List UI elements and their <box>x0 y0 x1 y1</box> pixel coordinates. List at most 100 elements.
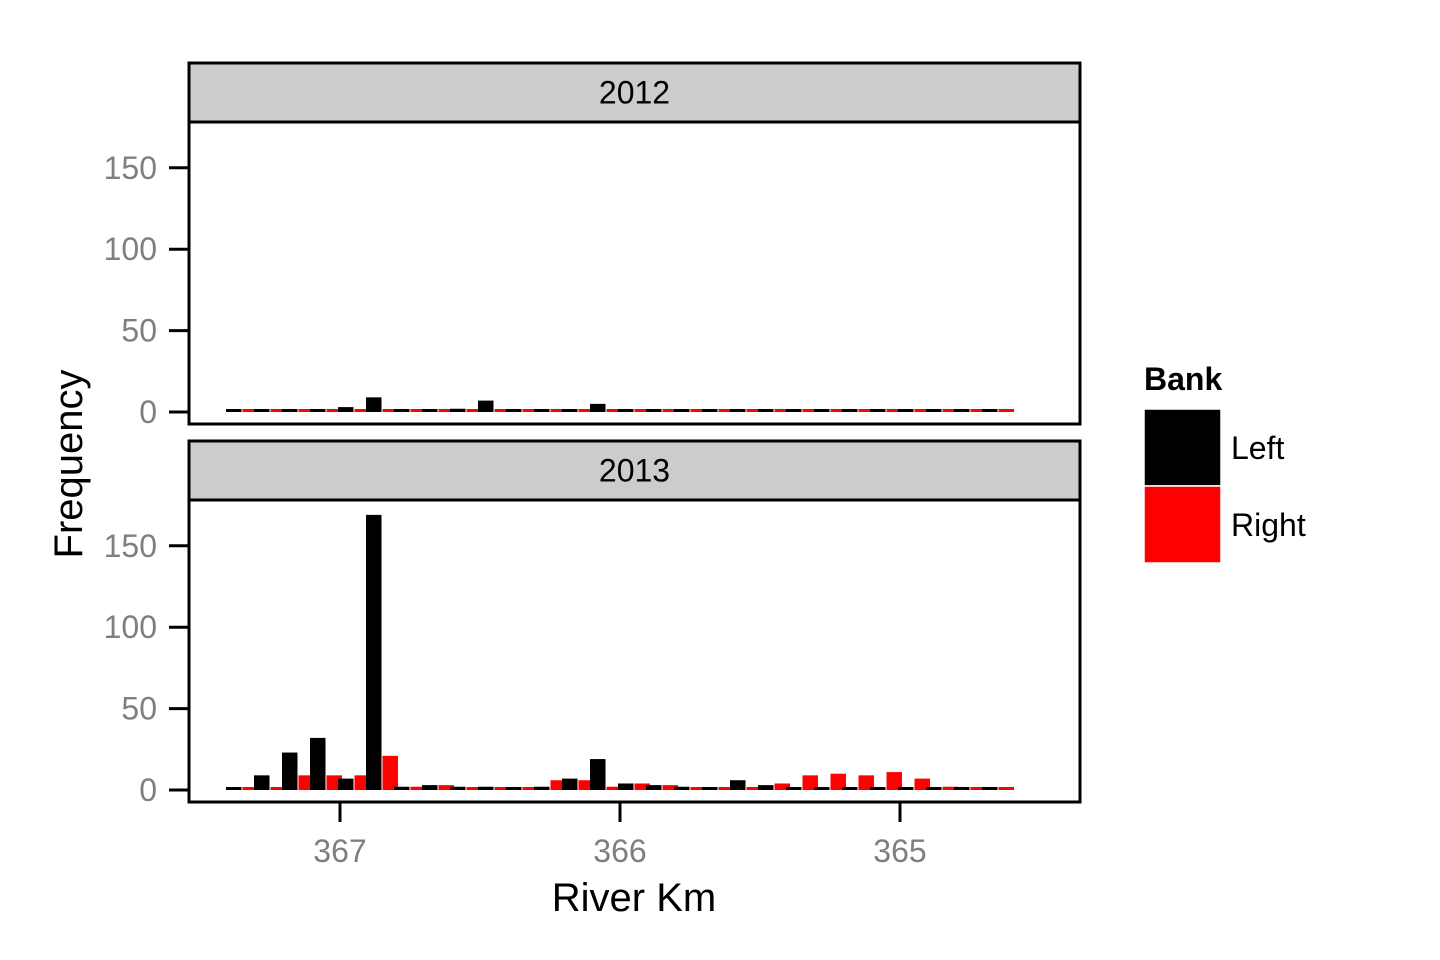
bar-left <box>338 778 354 790</box>
bar-right <box>634 783 650 790</box>
bar-left <box>870 409 886 412</box>
bar-right <box>550 409 566 412</box>
bar-left <box>282 752 298 790</box>
bar-left <box>562 409 578 412</box>
y-tick-label: 0 <box>139 772 157 808</box>
bar-right <box>662 409 678 412</box>
y-axis: 0 50 100 150 <box>104 528 189 808</box>
bar-left <box>534 409 550 412</box>
bar-right <box>326 409 342 412</box>
bar-right <box>494 787 510 790</box>
bar-left <box>702 787 718 790</box>
bar-right <box>466 787 482 790</box>
bar-right <box>522 409 538 412</box>
bar-left <box>450 408 466 412</box>
x-axis-title: River Km <box>552 876 716 920</box>
bar-right <box>774 783 790 790</box>
bar-left <box>310 737 326 790</box>
bar-left <box>730 780 746 790</box>
bar-right <box>606 409 622 412</box>
x-tick-label: 367 <box>313 833 366 869</box>
bar-right <box>242 787 258 790</box>
bar-right <box>550 780 566 790</box>
bar-right <box>466 409 482 412</box>
bar-right <box>858 409 874 412</box>
bar-right <box>354 409 370 412</box>
y-tick-label: 50 <box>121 313 157 349</box>
bars <box>226 514 1014 790</box>
bar-left <box>646 409 662 412</box>
bar-left <box>786 409 802 412</box>
bar-right <box>438 785 454 790</box>
y-tick-label: 0 <box>139 394 157 430</box>
bar-right <box>886 772 902 790</box>
bar-left <box>422 785 438 790</box>
bar-left <box>310 409 326 412</box>
bar-left <box>954 787 970 790</box>
bar-right <box>942 409 958 412</box>
bar-right <box>578 780 594 790</box>
x-tick-label: 366 <box>593 833 646 869</box>
bar-left <box>814 787 830 790</box>
panels: 2012 0 50 100 150 2013 0 50 100 150 <box>104 61 1082 808</box>
bar-left <box>982 409 998 412</box>
bar-right <box>718 409 734 412</box>
legend: Bank Left Right <box>1143 361 1306 564</box>
bar-left <box>758 409 774 412</box>
bar-right <box>746 409 762 412</box>
x-tick-label: 365 <box>873 833 926 869</box>
legend-key-left <box>1143 408 1222 487</box>
bar-left <box>450 786 466 790</box>
bar-left <box>254 775 270 790</box>
bar-left <box>394 786 410 790</box>
bar-left <box>898 787 914 790</box>
facet-strip <box>187 61 1082 124</box>
bar-right <box>970 409 986 412</box>
bar-right <box>914 778 930 790</box>
bar-right <box>886 409 902 412</box>
y-axis-title: Frequency <box>47 370 91 559</box>
bar-left <box>954 409 970 412</box>
legend-label-left: Left <box>1231 430 1284 466</box>
bar-right <box>270 409 286 412</box>
bar-left <box>814 409 830 412</box>
bar-left <box>982 787 998 790</box>
bar-left <box>590 403 606 412</box>
bar-right <box>746 787 762 790</box>
bar-left <box>786 787 802 790</box>
bar-left <box>254 409 270 412</box>
bar-right <box>522 787 538 790</box>
bar-left <box>926 787 942 790</box>
bar-left <box>758 785 774 790</box>
bar-right <box>634 409 650 412</box>
panel-border <box>187 498 1082 804</box>
bar-right <box>690 787 706 790</box>
bar-left <box>478 786 494 790</box>
y-tick-label: 150 <box>104 528 157 564</box>
bar-left <box>674 409 690 412</box>
bar-right <box>242 409 258 412</box>
bar-left <box>282 409 298 412</box>
bar-right <box>298 409 314 412</box>
bar-left <box>226 787 242 790</box>
bar-right <box>970 787 986 790</box>
legend-items: Left Right <box>1143 408 1306 564</box>
bar-left <box>506 787 522 790</box>
bar-left <box>702 409 718 412</box>
y-tick-label: 50 <box>121 691 157 727</box>
bar-right <box>802 775 818 790</box>
bar-right <box>942 786 958 790</box>
bars <box>226 397 1014 412</box>
bar-right <box>606 786 622 790</box>
bar-left <box>394 409 410 412</box>
panel-border <box>187 120 1082 426</box>
bar-left <box>562 778 578 790</box>
bar-right <box>690 409 706 412</box>
panel-2013: 2013 0 50 100 150 <box>104 439 1082 808</box>
bar-right <box>718 787 734 790</box>
bar-right <box>830 773 846 790</box>
bar-right <box>998 409 1014 412</box>
bar-left <box>226 409 242 412</box>
x-axis: 367 366 365 <box>313 802 927 869</box>
